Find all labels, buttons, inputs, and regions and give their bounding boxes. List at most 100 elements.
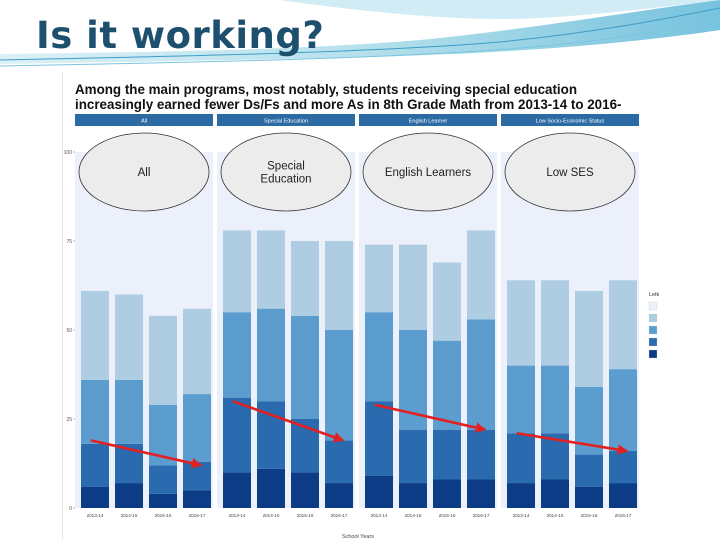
legend-swatch-d — [648, 337, 658, 347]
x-tick-label: 2015-16 — [155, 513, 172, 518]
bar-segment-f — [291, 472, 319, 508]
facet-strip — [75, 114, 213, 126]
y-tick-label: 25 — [66, 417, 72, 423]
bar-segment-d — [467, 429, 495, 480]
bar-segment-f — [575, 486, 603, 508]
bar-segment-d — [575, 454, 603, 487]
x-tick-label: 2013-14 — [87, 513, 104, 518]
bar-segment-c — [507, 365, 535, 434]
facet-strip-label: Low Socio-Economic Status — [536, 119, 605, 125]
bar-segment-b — [575, 290, 603, 387]
bar-segment-b — [399, 244, 427, 330]
bar-segment-b — [365, 244, 393, 313]
bar-segment-c — [609, 369, 637, 452]
x-tick-label: 2014-15 — [405, 513, 422, 518]
bar-segment-c — [467, 319, 495, 430]
bar-segment-d — [149, 465, 177, 494]
legend-swatch-b — [648, 313, 658, 323]
callout-bubble — [78, 132, 210, 212]
bar-segment-f — [609, 483, 637, 508]
trend-arrow — [374, 403, 487, 433]
bar-segment-f — [149, 493, 177, 508]
slide-title: Is it working? — [36, 14, 325, 57]
bar-segment-d — [223, 397, 251, 473]
x-tick-label: 2015-16 — [581, 513, 598, 518]
facet-strip — [501, 114, 639, 126]
bar-segment-f — [467, 479, 495, 508]
x-tick-label: 2015-16 — [297, 513, 314, 518]
bar-segment-c — [257, 308, 285, 402]
bar-segment-b — [467, 230, 495, 320]
bar-segment-f — [81, 486, 109, 508]
bar-segment-b — [183, 308, 211, 395]
facet-strip — [217, 114, 355, 126]
bar-segment-d — [81, 443, 109, 487]
bar-segment-c — [81, 379, 109, 444]
bar-segment-f — [325, 483, 353, 508]
facet-strip-label: Special Education — [264, 119, 308, 125]
bar-segment-b — [507, 280, 535, 366]
legend-swatch-c — [648, 325, 658, 335]
bar-segment-d — [433, 429, 461, 480]
facet-strip — [359, 114, 497, 126]
bar-segment-f — [183, 490, 211, 508]
bar-segment-b — [291, 241, 319, 316]
bar-segment-b — [257, 230, 285, 309]
legend-swatch-a — [648, 301, 658, 311]
bar-segment-c — [115, 379, 143, 444]
x-tick-label: 2014-15 — [263, 513, 280, 518]
bar-segment-c — [291, 315, 319, 419]
x-tick-label: 2014-15 — [121, 513, 138, 518]
bar-segment-d — [399, 429, 427, 484]
y-tick-label: 50 — [66, 328, 72, 334]
bar-segment-d — [507, 433, 535, 484]
x-axis-label: School Years — [342, 534, 374, 540]
bar-segment-c — [325, 330, 353, 441]
bar-segment-b — [541, 280, 569, 366]
bar-segment-c — [183, 394, 211, 462]
callout-bubble — [504, 132, 636, 212]
callout-bubble-label: Low SES — [546, 167, 594, 179]
bar-segment-b — [433, 262, 461, 341]
trend-arrow — [516, 431, 629, 455]
bar-segment-b — [609, 280, 637, 370]
trend-arrow — [90, 439, 203, 469]
x-tick-label: 2014-15 — [547, 513, 564, 518]
x-tick-label: 2013-14 — [513, 513, 530, 518]
x-tick-label: 2016-17 — [615, 513, 632, 518]
bar-segment-b — [81, 290, 109, 380]
bar-segment-b — [115, 294, 143, 380]
bar-segment-f — [399, 483, 427, 508]
bar-segment-f — [365, 475, 393, 508]
bar-segment-f — [433, 479, 461, 508]
bar-segment-c — [365, 312, 393, 402]
bar-segment-c — [433, 340, 461, 430]
x-tick-label: 2016-17 — [189, 513, 206, 518]
callout-bubble — [362, 132, 494, 212]
x-tick-label: 2015-16 — [439, 513, 456, 518]
y-tick-label: 100 — [64, 150, 73, 156]
bar-segment-b — [149, 315, 177, 405]
bar-segment-d — [609, 451, 637, 484]
bar-segment-f — [541, 479, 569, 508]
chart-title: Among the main programs, most notably, s… — [75, 82, 622, 127]
header-swoosh-decoration — [0, 0, 720, 67]
bar-segment-c — [223, 312, 251, 398]
facet-strip-label: English Learner — [409, 119, 448, 125]
callout-bubble — [220, 132, 352, 212]
y-tick-label: 75 — [66, 239, 72, 245]
callout-bubble-label: English Learners — [385, 167, 472, 179]
bar-segment-f — [115, 483, 143, 508]
legend-swatch-f — [648, 349, 658, 359]
bar-segment-d — [183, 461, 211, 491]
trend-arrow — [232, 399, 345, 443]
chart-plot: 0 25 50 75 100 All 2013-14 2014-15 2015-16 2016-1… — [64, 114, 659, 540]
x-tick-label: 2016-17 — [331, 513, 348, 518]
bar-segment-b — [325, 241, 353, 330]
legend-title: Letter Grade — [649, 292, 659, 298]
x-tick-label: 2013-14 — [229, 513, 246, 518]
callout-bubble-label: All — [138, 167, 151, 179]
bar-segment-b — [223, 230, 251, 313]
bar-segment-f — [257, 468, 285, 508]
bar-segment-c — [541, 365, 569, 434]
